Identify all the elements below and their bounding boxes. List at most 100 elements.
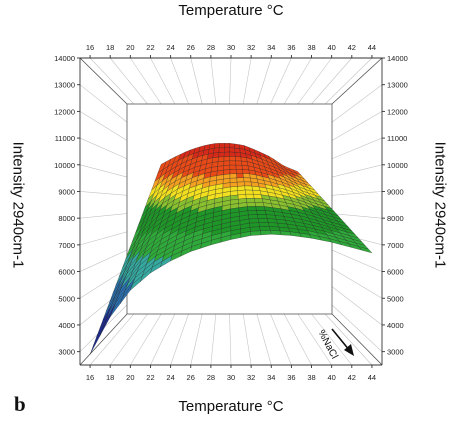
perspective-line [331,286,383,326]
perspective-line [130,57,162,105]
surface-cell [229,143,235,149]
x-tick-label-top: 20 [126,43,134,52]
surface-cell [250,230,262,236]
surface-cell [245,189,254,195]
surface-cell [248,218,260,224]
perspective-line [79,191,128,196]
surface-cell [241,165,250,171]
surface-cell [229,177,238,183]
y-tick-label-right: 10000 [387,161,408,170]
x-tick-label-bottom: 30 [227,373,235,382]
y-tick-label-left: 3000 [58,348,75,357]
corner-edge [79,313,128,366]
surface-cell [254,202,265,207]
x-tick-label-top: 40 [327,43,335,52]
x-axis-title-top: Temperature °C [178,2,284,19]
x-tick-label-top: 38 [307,43,315,52]
corner-edge [79,57,128,105]
surface-cell [224,147,230,153]
perspective-line [79,164,128,178]
perspective-line [270,313,292,366]
perspective-line [210,57,217,105]
x-tick-label-top: 30 [227,43,235,52]
surface-cell [242,169,250,175]
x-tick-label-bottom: 36 [287,373,295,382]
surface-cell [247,210,258,216]
surface-cell [257,218,269,223]
perspective-line [297,313,332,366]
perspective-line [79,231,128,246]
surface-cell [270,230,282,236]
y-tick-label-right: 14000 [387,54,408,63]
surface-cell [245,194,255,199]
perspective-line [89,313,135,366]
surface-cell [229,156,236,162]
x-tick-label-top: 34 [267,43,275,52]
surface-cell [223,160,230,166]
perspective-line [331,84,383,123]
surface-cell [358,246,373,254]
y-tick-label-right: 6000 [387,268,404,277]
surface-cell [249,226,261,232]
x-tick-label-bottom: 18 [106,373,114,382]
x-tick-label-bottom: 22 [146,373,154,382]
perspective-line [130,313,162,366]
perspective-line [89,57,135,105]
y-tick-label-right: 7000 [387,241,404,250]
perspective-line [331,213,383,219]
x-tick-label-top: 32 [247,43,255,52]
surface-mesh [89,143,373,355]
x-tick-label-top: 18 [106,43,114,52]
perspective-line [324,313,373,366]
perspective-line [190,313,203,366]
perspective-line [229,313,232,366]
surface-cell [217,156,225,162]
x-tick-label-bottom: 42 [348,373,356,382]
surface-cell [258,222,270,227]
surface-cell [253,198,264,203]
x-tick-label-top: 24 [166,43,174,52]
x-tick-label-bottom: 24 [166,373,174,382]
y-tick-label-left: 14000 [54,54,75,63]
y-tick-label-left: 5000 [58,294,75,303]
perspective-line [109,313,148,366]
surface-cell [223,156,230,162]
x-tick-label-bottom: 26 [187,373,195,382]
surface-cell [249,222,260,228]
x-tick-label-bottom: 34 [267,373,275,382]
back-frame [79,57,383,366]
y-tick-label-left: 8000 [58,214,75,223]
surface-cell [243,177,252,183]
perspective-line [331,249,383,272]
surface-cell [235,160,243,166]
perspective-line [270,57,292,105]
surface-cell [236,177,245,183]
axes [77,55,385,368]
perspective-line [79,213,128,219]
surface-cell [246,198,256,203]
x-tick-label-top: 26 [187,43,195,52]
x-tick-label-top: 42 [348,43,356,52]
perspective-line [79,111,128,141]
perspective-line [311,57,353,105]
perspective-line [79,268,128,299]
x-tick-label-bottom: 20 [126,373,134,382]
y-tick-label-right: 9000 [387,187,404,196]
perspective-line [283,57,312,105]
perspective-line [242,313,252,366]
x-tick-label-bottom: 44 [368,373,376,382]
perspective-line [150,313,176,366]
tick-labels: 16 16 18 18 20 20 22 22 24 24 26 26 28 28 30 30 32 32 34 34… [54,43,408,382]
perspective-line [283,313,312,366]
surface-cell [218,152,225,158]
perspective-line [79,84,128,123]
surface-cell [212,152,220,158]
surface-cell [256,210,267,215]
x-tick-label-bottom: 38 [307,373,315,382]
surface-cell [234,152,242,158]
y-tick-label-right: 5000 [387,294,404,303]
y-tick-label-left: 11000 [55,134,75,143]
surface-cell [244,185,253,191]
surface-cell [229,164,237,170]
